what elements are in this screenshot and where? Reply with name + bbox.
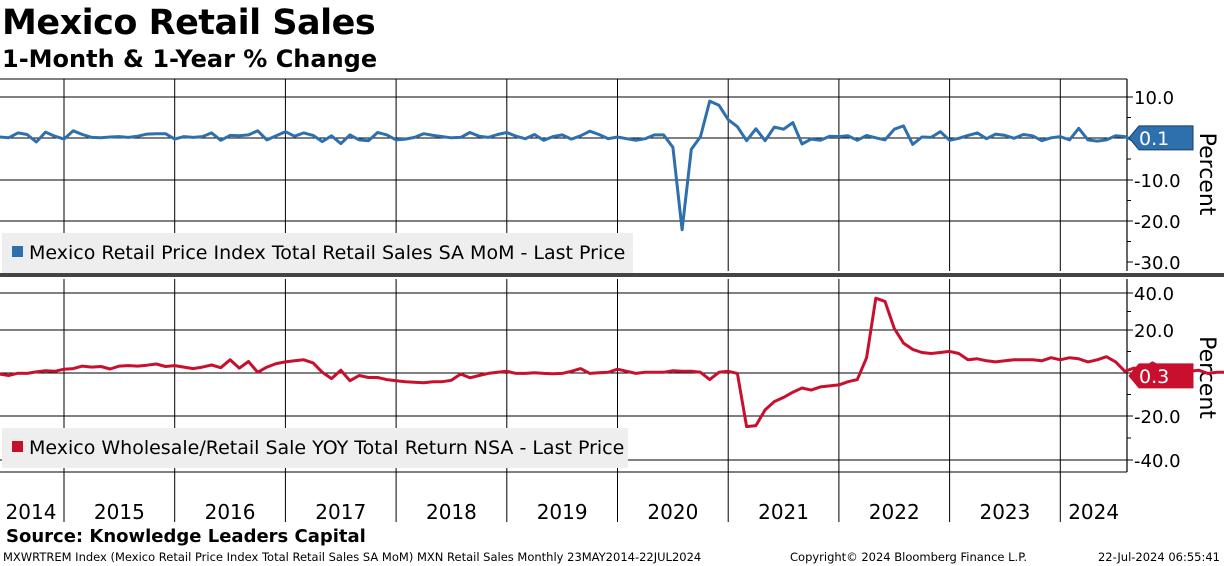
y-tick-label: -10.0 [1134, 171, 1181, 192]
legend-swatch [12, 246, 23, 257]
legend-swatch [12, 441, 23, 452]
y-tick-label: 40.0 [1134, 284, 1174, 305]
x-tick-label: 2020 [647, 500, 698, 524]
legend-label: Mexico Wholesale/Retail Sale YOY Total R… [29, 437, 624, 459]
legend-label: Mexico Retail Price Index Total Retail S… [29, 242, 625, 264]
last-value-tag [1128, 363, 1194, 389]
x-tick-label: 2019 [537, 500, 588, 524]
last-value-label: 0.1 [1139, 128, 1169, 150]
y-axis-label: Percent [1194, 336, 1219, 419]
y-tick-label: -40.0 [1134, 451, 1181, 472]
series-line [0, 99, 1190, 232]
legend-box [2, 428, 628, 468]
source-note: Source: Knowledge Leaders Capital [6, 526, 366, 547]
x-tick-label: 2015 [94, 500, 145, 524]
chart-subtitle: 1-Month & 1-Year % Change [2, 45, 378, 73]
footer-index-info: MXWRTREM Index (Mexico Retail Price Inde… [3, 550, 702, 564]
series-line [0, 296, 1224, 429]
x-tick-label: 2022 [869, 500, 920, 524]
last-value-label: 0.3 [1139, 366, 1169, 388]
y-tick-label: -30.0 [1134, 253, 1181, 274]
y-axis-label: Percent [1194, 133, 1219, 216]
x-tick-label: 2024 [1068, 500, 1119, 524]
chart-title: Mexico Retail Sales [2, 3, 376, 43]
footer-timestamp: 22-Jul-2024 06:55:41 [1097, 550, 1220, 564]
x-tick-label: 2017 [315, 500, 366, 524]
x-tick-label: 2021 [758, 500, 809, 524]
x-tick-label: 2023 [979, 500, 1030, 524]
footer-copyright: Copyright© 2024 Bloomberg Finance L.P. [790, 550, 1027, 564]
y-tick-label: -20.0 [1134, 407, 1181, 428]
y-tick-label: 20.0 [1134, 321, 1174, 342]
y-tick-label: 10.0 [1134, 88, 1174, 109]
x-tick-label: 2018 [426, 500, 477, 524]
last-value-tag [1128, 125, 1194, 151]
y-tick-label: -20.0 [1134, 212, 1181, 233]
x-tick-label: 2014 [6, 500, 57, 524]
legend-box [2, 233, 633, 273]
x-tick-label: 2016 [205, 500, 256, 524]
